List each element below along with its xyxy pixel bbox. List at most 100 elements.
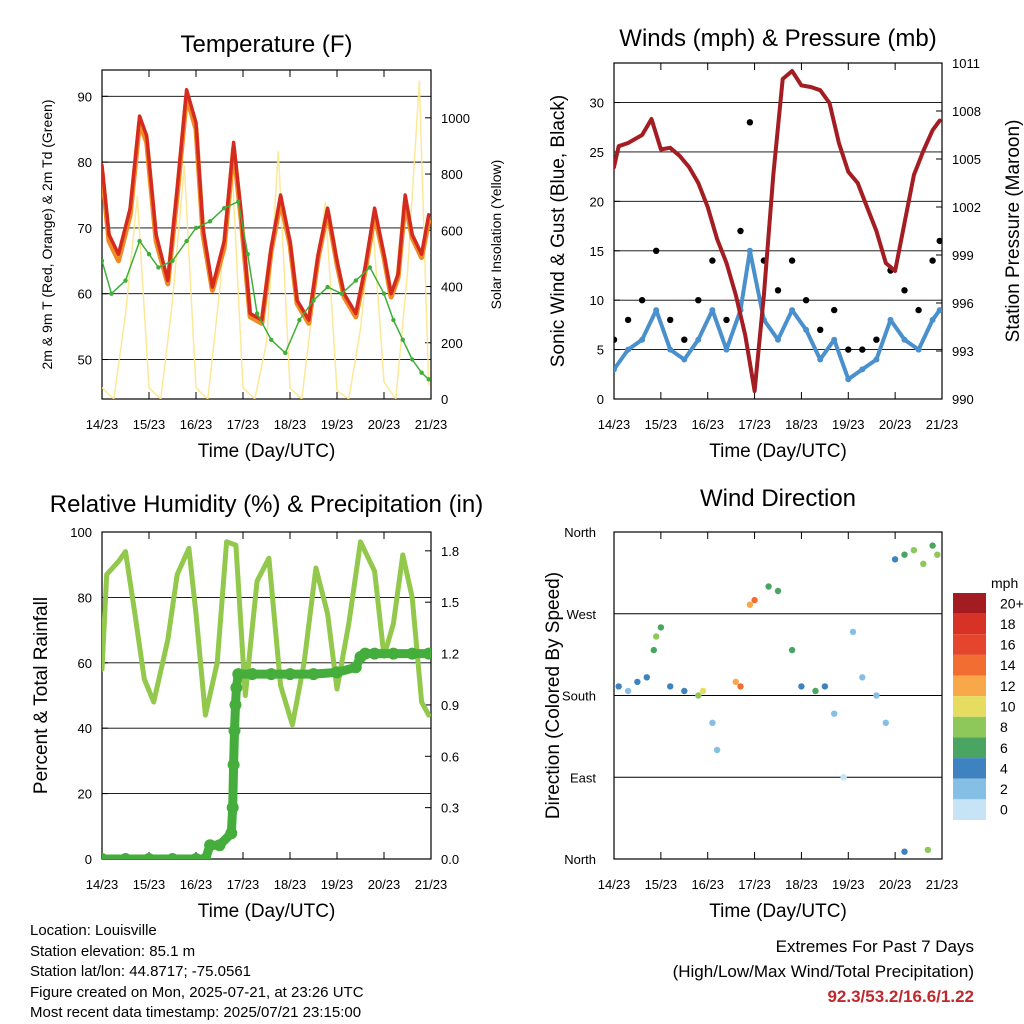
station-location: Location: Louisville: [30, 922, 157, 939]
direction-point-33: [929, 542, 936, 549]
y-right-tick-label-2-0: 0.0: [441, 852, 459, 867]
colorbar-label-10: 0: [1000, 802, 1008, 818]
extremes-block: Extremes For Past 7 Days (High/Low/Max W…: [673, 934, 974, 1009]
dewpoint-point-9: [207, 219, 213, 224]
y-tick-label-1-2: 10: [590, 293, 604, 308]
sonic-wind-point-12: [775, 336, 781, 343]
y-tick-label-3-2: South: [562, 689, 596, 704]
dewpoint-point-20: [353, 278, 358, 283]
x-tick-label-1-0: 14/23: [598, 417, 631, 432]
gust-point-18: [859, 346, 866, 353]
y-right-tick-label-1-1: 993: [952, 344, 974, 359]
y-tick-label-1-6: 30: [590, 96, 604, 111]
x-tick-label-2-7: 21/23: [415, 877, 448, 892]
direction-point-35: [901, 848, 908, 855]
direction-point-15: [746, 601, 754, 608]
chart-title-2: Relative Humidity (%) & Precipitation (i…: [50, 491, 483, 518]
x-tick-label-3-3: 17/23: [738, 877, 771, 892]
colorbar-cell-2: [953, 634, 986, 655]
figure-created: Figure created on Mon, 2025-07-21, at 23…: [30, 983, 364, 1001]
x-tick-label-1-5: 19/23: [832, 417, 865, 432]
y-right-tick-label-2-3: 0.9: [441, 698, 459, 713]
dewpoint-point-15: [283, 350, 288, 356]
gust-point-2: [638, 297, 646, 304]
direction-point-32: [920, 560, 927, 567]
gust-point-23: [929, 257, 936, 264]
y-tick-label-2-0: 0: [85, 852, 92, 867]
direction-point-11: [709, 719, 716, 726]
sonic-wind-point-21: [901, 336, 908, 343]
sonic-wind-point-13: [789, 307, 796, 314]
direction-point-18: [774, 587, 782, 595]
x-tick-label-1-2: 16/23: [691, 417, 724, 432]
series-pressure-line: [614, 69, 942, 393]
y-tick-label-3-0: North: [564, 852, 596, 867]
series-rainfall-line: [102, 649, 431, 859]
gust-point-10: [746, 119, 754, 126]
y-right-tick-label-1-4: 1002: [952, 200, 981, 215]
y-right-tick-label-2-5: 1.5: [441, 595, 459, 610]
colorbar-label-9: 2: [1000, 781, 1008, 797]
y-right-tick-label-1-2: 996: [952, 296, 974, 311]
x-tick-label-1-6: 20/23: [879, 417, 912, 432]
colorbar-label-2: 16: [1000, 637, 1016, 653]
gust-point-24: [936, 237, 942, 245]
x-tick-label-0-5: 19/23: [321, 417, 354, 432]
x-tick-label-1-7: 21/23: [926, 417, 959, 432]
colorbar-label-6: 8: [1000, 719, 1008, 735]
x-tick-label-3-5: 19/23: [832, 877, 865, 892]
x-tick-label-2-6: 20/23: [368, 877, 401, 892]
recent-timestamp: Most recent data timestamp: 2025/07/21 2…: [30, 1004, 362, 1021]
x-tick-label-1-3: 17/23: [738, 417, 771, 432]
series-humidity-line: [102, 539, 431, 728]
y-tick-label-3-3: West: [567, 607, 597, 622]
direction-point-19: [788, 646, 796, 654]
sonic-wind-point-8: [723, 346, 730, 353]
dewpoint-point-13: [254, 311, 260, 316]
sonic-wind-point-10: [746, 247, 753, 254]
direction-point-5: [653, 633, 660, 640]
gust-point-1: [624, 316, 632, 324]
y-right-tick-label-2-2: 0.6: [441, 749, 459, 764]
x-tick-label-0-1: 15/23: [133, 417, 166, 432]
sonic-wind-point-3: [653, 307, 660, 314]
colorbar-label-8: 4: [1000, 760, 1008, 776]
direction-point-2: [634, 678, 641, 686]
gust-point-22: [915, 306, 922, 314]
dewpoint-point-4: [146, 252, 152, 257]
sonic-wind-point-18: [859, 366, 866, 373]
direction-point-30: [901, 551, 908, 558]
colorbar-label-4: 12: [1000, 678, 1016, 694]
y-tick-label-0-2: 70: [78, 221, 92, 236]
y-right-tick-label-1-7: 1011: [952, 56, 980, 71]
chart-title-1: Winds (mph) & Pressure (mb): [619, 25, 936, 52]
direction-point-17: [765, 583, 772, 590]
sonic-wind-point-16: [831, 336, 838, 343]
y-tick-label-2-1: 20: [78, 787, 92, 802]
x-tick-label-3-4: 18/23: [785, 877, 818, 892]
extremes-title: Extremes For Past 7 Days: [775, 937, 974, 956]
station-info: Location: Louisville Station elevation: …: [30, 921, 364, 1024]
colorbar-cell-9: [953, 778, 986, 800]
dewpoint-point-26: [419, 370, 424, 375]
colorbar-label-0: 20+: [1000, 595, 1024, 611]
colorbar-label-1: 18: [1000, 616, 1016, 632]
y-right-axis-label-0: Solar Insolation (Yellow): [488, 160, 504, 310]
direction-point-21: [812, 687, 819, 695]
direction-point-31: [910, 547, 918, 554]
dewpoint-point-3: [137, 238, 142, 244]
chart-title-3: Wind Direction: [700, 485, 856, 512]
colorbar-label-7: 6: [1000, 740, 1008, 756]
colorbar-label-5: 10: [1000, 699, 1016, 715]
direction-point-34: [934, 551, 941, 558]
dewpoint-point-12: [245, 252, 250, 257]
x-tick-label-2-5: 19/23: [321, 877, 354, 892]
y-axis-label-1: Sonic Wind & Gust (Blue, Black): [548, 95, 569, 367]
y-right-tick-label-1-0: 990: [952, 392, 974, 407]
x-tick-label-3-0: 14/23: [598, 877, 631, 892]
direction-point-24: [840, 774, 847, 781]
gust-point-7: [709, 257, 716, 264]
chart-title-0: Temperature (F): [180, 31, 352, 58]
y-right-tick-label-2-1: 0.3: [441, 801, 459, 816]
series-dewpoint-line: [102, 200, 430, 381]
